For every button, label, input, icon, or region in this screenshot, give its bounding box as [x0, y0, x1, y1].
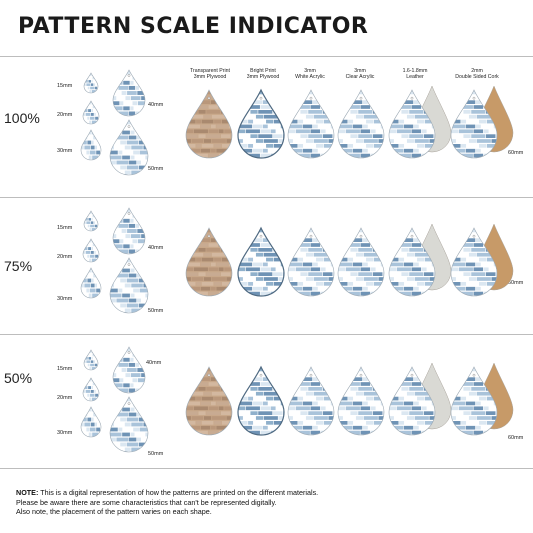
sample-30mm [80, 129, 102, 161]
material-label-cork: 2mm Double Sided Cork [455, 68, 499, 81]
earring-white-acrylic [287, 366, 335, 436]
size-label-50mm: 50mm [148, 308, 164, 314]
size-label-40mm: 40mm [148, 245, 164, 251]
scale-label-50: 50% [4, 370, 33, 386]
scale-label-75: 75% [4, 258, 33, 274]
earring-plywood-bright [237, 88, 285, 159]
sample-30mm [80, 406, 102, 438]
earring-plywood-transparent [185, 366, 233, 436]
earring-plywood-transparent [185, 89, 233, 159]
material-label-clear-acrylic: 3mm Clear Acrylic [345, 68, 375, 81]
size-label-20mm: 20mm [57, 395, 73, 401]
size-label-50mm: 50mm [148, 166, 164, 172]
divider-2 [0, 334, 533, 335]
size-label-20mm: 20mm [57, 112, 73, 118]
size-label-15mm: 15mm [57, 83, 73, 89]
divider-1 [0, 197, 533, 198]
sample-50mm [109, 119, 149, 176]
sample-40mm [112, 207, 146, 255]
size-label-40mm: 40mm [148, 102, 164, 108]
note-bold: NOTE: [16, 488, 39, 497]
sample-20mm [82, 377, 100, 402]
size-label-30mm: 30mm [57, 430, 73, 436]
note-line-3: Also note, the placement of the pattern … [16, 507, 212, 517]
size-label-30mm: 30mm [57, 148, 73, 154]
material-label-plywood-bright: Bright Print 3mm Plywood [246, 68, 280, 81]
sample-50mm [109, 396, 149, 453]
scale-label-100: 100% [4, 110, 40, 126]
size-label-15mm: 15mm [57, 366, 73, 372]
earring-white-acrylic [287, 89, 335, 159]
earring-plywood-bright [237, 226, 285, 297]
earring-plywood-transparent [185, 227, 233, 297]
sample-30mm [80, 267, 102, 299]
earring-white-acrylic [287, 227, 335, 297]
size-label-60mm: 60mm [508, 435, 524, 441]
material-label-white-acrylic: 3mm White Acrylic [295, 68, 325, 81]
sample-15mm [83, 349, 99, 371]
sample-40mm [112, 346, 146, 394]
sample-40mm [112, 69, 146, 117]
size-label-60mm: 60mm [508, 280, 524, 286]
sample-50mm [109, 257, 149, 314]
divider-bottom [0, 468, 533, 469]
page-title: PATTERN SCALE INDICATOR [18, 14, 369, 39]
earring-clear-acrylic [337, 227, 385, 297]
divider-top [0, 56, 533, 57]
size-label-50mm: 50mm [148, 451, 164, 457]
sample-20mm [82, 100, 100, 125]
earring-plywood-bright [237, 365, 285, 436]
size-label-15mm: 15mm [57, 225, 73, 231]
size-label-30mm: 30mm [57, 296, 73, 302]
earring-clear-acrylic [337, 366, 385, 436]
note-line-1: This is a digital representation of how … [38, 488, 319, 497]
size-label-40mm: 40mm [146, 360, 162, 366]
material-label-leather: 1.6-1.8mm Leather [402, 68, 428, 81]
material-label-plywood-transparent: Transparent Print 3mm Plywood [190, 68, 230, 81]
sample-20mm [82, 238, 100, 263]
size-label-60mm: 60mm [508, 150, 524, 156]
footer-note: NOTE: This is a digital representation o… [16, 488, 516, 517]
sample-15mm [83, 210, 99, 232]
earring-clear-acrylic [337, 89, 385, 159]
size-label-20mm: 20mm [57, 254, 73, 260]
note-line-2: Please be aware there are some character… [16, 497, 277, 507]
sample-15mm [83, 72, 99, 94]
